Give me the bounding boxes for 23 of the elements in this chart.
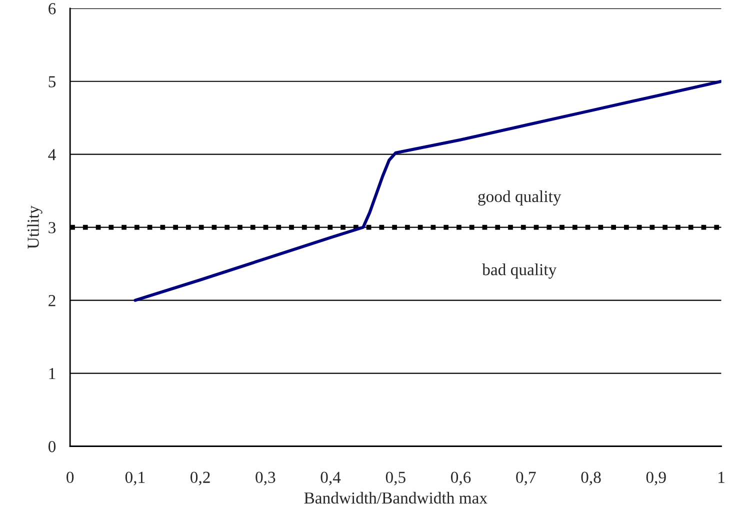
x-tick-label: 0,5 [386, 472, 406, 486]
x-tick-label: 0,6 [450, 472, 471, 486]
x-tick-label: 0,2 [190, 472, 210, 486]
line-series [134, 80, 722, 302]
x-tick-label: 0 [66, 472, 74, 483]
x-tick-label: 0,9 [646, 472, 666, 486]
y-tick-label: 3 [48, 222, 56, 234]
x-tick-label: 0,7 [516, 472, 536, 486]
x-tick-label: 0,4 [320, 472, 341, 486]
x-tick-label: 1 [718, 472, 724, 483]
x-tick-label: 0,3 [256, 472, 276, 486]
y-tick-label: 6 [48, 3, 56, 14]
y-tick-label: 2 [48, 295, 56, 306]
y-tick-label: 5 [48, 76, 56, 88]
y-tick-label: 0 [48, 440, 56, 452]
x-axis-title: Bandwidth/Bandwidth max [304, 492, 488, 504]
y-tick-label: 1 [49, 368, 56, 380]
annotation: bad quality [482, 264, 557, 279]
y-tick-label: 4 [48, 149, 56, 160]
x-tick-label: 0,8 [581, 472, 601, 486]
x-tick-label: 0,1 [125, 472, 145, 486]
y-axis-title: Utility [27, 206, 42, 249]
annotation: good quality [478, 190, 562, 206]
